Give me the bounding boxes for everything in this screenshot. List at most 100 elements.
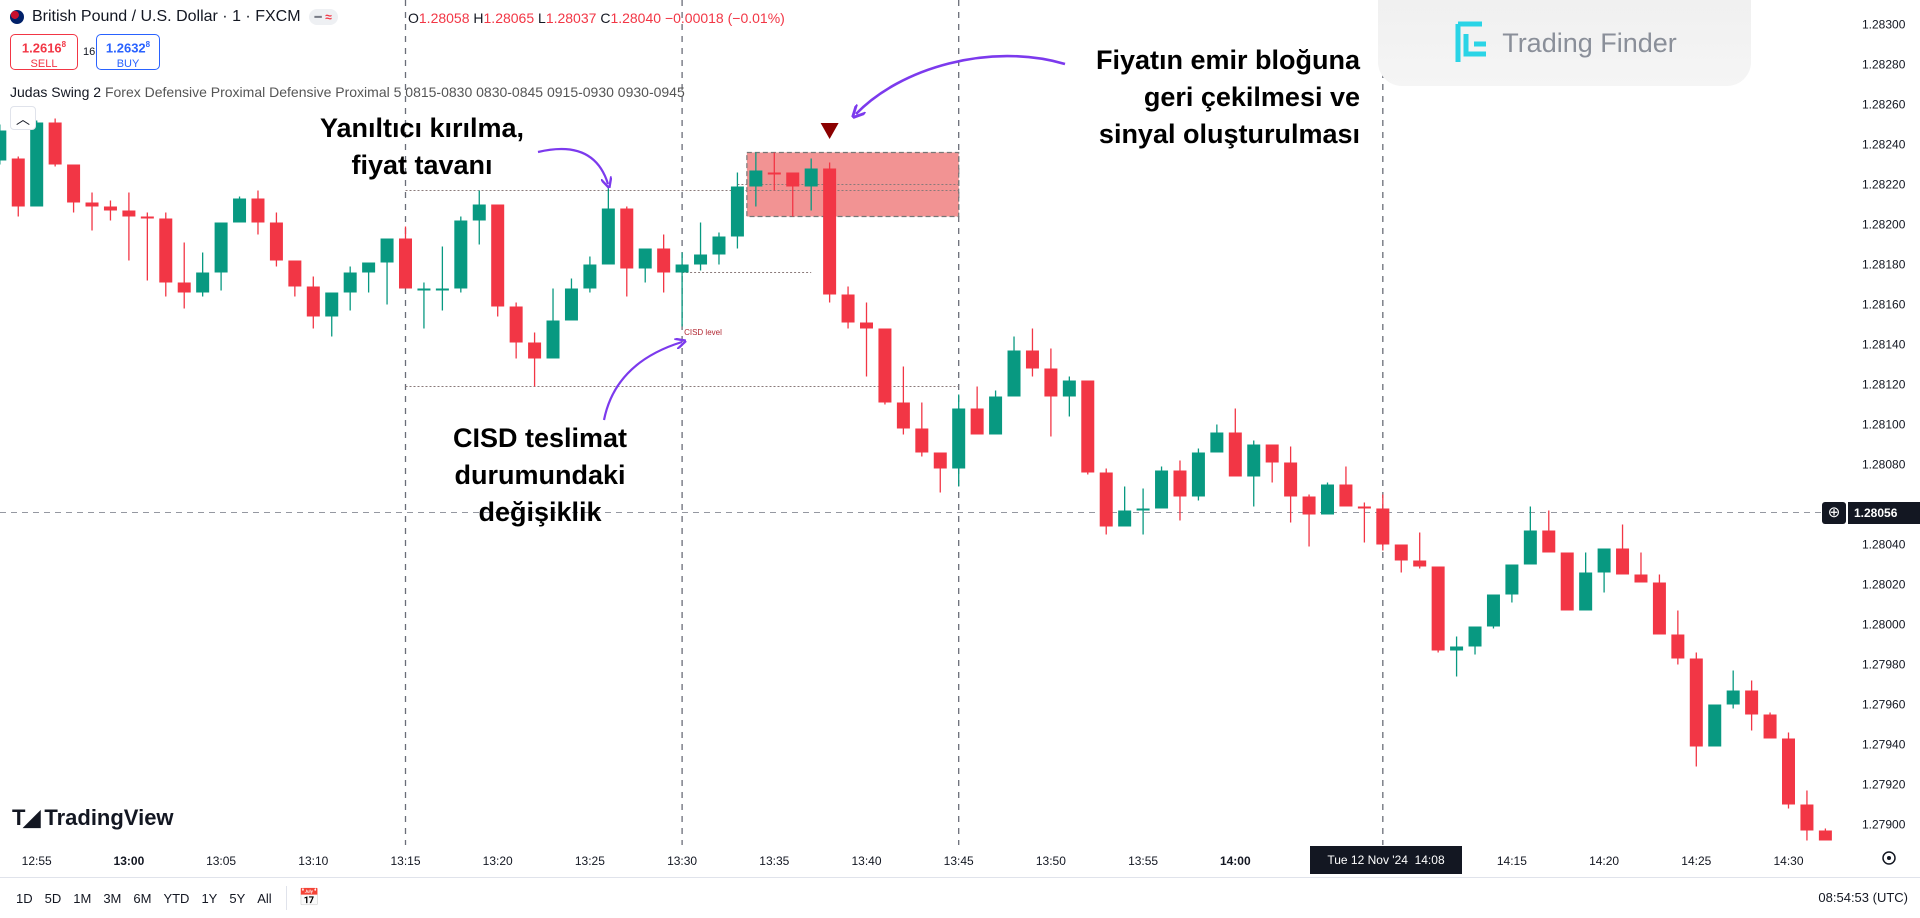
candle[interactable] [1523,506,1537,565]
candle[interactable] [675,252,689,327]
candle[interactable] [11,156,25,217]
candle[interactable] [1818,828,1832,841]
candle[interactable] [1081,380,1095,475]
chart-style-pill[interactable]: ━ ≈ [308,9,338,25]
candle[interactable] [435,246,449,311]
indicator-legend[interactable]: Judas Swing 2 Forex Defensive Proximal D… [10,84,685,100]
time-axis[interactable] [0,845,1920,877]
calendar-goto-icon[interactable]: 📅 [298,888,320,907]
candle[interactable] [48,118,62,167]
candle[interactable] [1616,524,1630,575]
candle[interactable] [896,366,910,435]
candle[interactable] [251,190,265,235]
candle[interactable] [306,276,320,329]
candle[interactable] [952,394,966,487]
candle[interactable] [196,252,210,297]
candle[interactable] [933,452,947,493]
candle[interactable] [1173,460,1187,521]
candle[interactable] [1007,336,1021,397]
candle[interactable] [1321,482,1334,515]
candle[interactable] [85,192,99,231]
candle[interactable] [1339,466,1353,507]
candle[interactable] [0,124,7,165]
tradingview-logo[interactable]: T◢ TradingView [12,805,174,830]
candle[interactable] [1210,424,1224,453]
candle[interactable] [657,234,671,293]
wave-icon[interactable]: ≈ [325,10,332,24]
range-button-1y[interactable]: 1Y [201,890,218,906]
candle[interactable] [1560,552,1574,611]
candle[interactable] [325,292,339,337]
candle[interactable] [269,212,283,267]
candle[interactable] [399,226,412,289]
candle[interactable] [1302,494,1316,547]
range-button-5d[interactable]: 5D [44,890,62,906]
candle[interactable] [417,282,431,329]
range-button-3m[interactable]: 3M [103,890,122,906]
candle[interactable] [1431,566,1445,653]
candle[interactable] [214,222,228,291]
candle[interactable] [491,204,505,317]
candle[interactable] [823,162,837,303]
candle[interactable] [509,302,523,359]
candle[interactable] [30,120,44,207]
candle[interactable] [140,212,154,281]
candle[interactable] [233,196,247,223]
clock[interactable]: 08:54:53 (UTC) [1818,890,1908,905]
candle[interactable] [1708,704,1722,747]
candle[interactable] [1634,552,1648,583]
candle[interactable] [970,386,984,435]
candle[interactable] [1062,376,1076,417]
candle[interactable] [1136,488,1150,535]
candle[interactable] [749,152,763,207]
candle[interactable] [712,232,726,265]
buy-button[interactable]: 1.26328 BUY [96,34,160,70]
candle[interactable] [804,158,818,211]
candle[interactable] [620,206,634,297]
candle[interactable] [1044,348,1058,437]
candle[interactable] [472,190,486,245]
candle[interactable] [1542,510,1556,553]
range-button-1m[interactable]: 1M [73,890,92,906]
candle[interactable] [1265,444,1279,483]
candle[interactable] [528,332,542,387]
candle[interactable] [546,288,560,359]
range-button-ytd[interactable]: YTD [163,890,190,906]
candle[interactable] [1505,564,1519,603]
range-button-6m[interactable]: 6M [133,890,152,906]
minus-icon[interactable]: ━ [314,10,322,24]
sell-button[interactable]: 1.26168 SELL [10,34,78,70]
candle[interactable] [1284,446,1298,523]
candle[interactable] [288,260,302,297]
candle[interactable] [454,216,468,293]
candle[interactable] [122,192,136,261]
candle[interactable] [1800,790,1814,841]
candle[interactable] [638,248,652,283]
candle[interactable] [1247,440,1261,507]
candle[interactable] [915,402,929,457]
candle[interactable] [1394,544,1408,573]
candle[interactable] [583,256,597,293]
candle[interactable] [841,286,855,329]
candle[interactable] [1689,652,1703,767]
candle[interactable] [1763,712,1777,739]
settings-icon[interactable] [1882,851,1896,865]
range-button-1d[interactable]: 1D [16,890,33,906]
candle[interactable] [343,266,357,311]
candle[interactable] [177,242,191,309]
candle[interactable] [1671,610,1685,665]
add-alert-icon[interactable]: ⊕ [1822,501,1846,524]
candle[interactable] [1413,532,1427,569]
candle[interactable] [1228,408,1242,477]
candle[interactable] [878,328,892,405]
candle[interactable] [1597,548,1611,593]
candle[interactable] [1782,732,1795,809]
candle[interactable] [1468,626,1482,655]
candle[interactable] [564,278,578,321]
candle[interactable] [362,262,376,293]
candle[interactable] [1118,486,1132,527]
range-button-5y[interactable]: 5Y [229,890,246,906]
candle[interactable] [1191,448,1205,501]
candle[interactable] [860,302,873,377]
candle[interactable] [1376,494,1390,551]
